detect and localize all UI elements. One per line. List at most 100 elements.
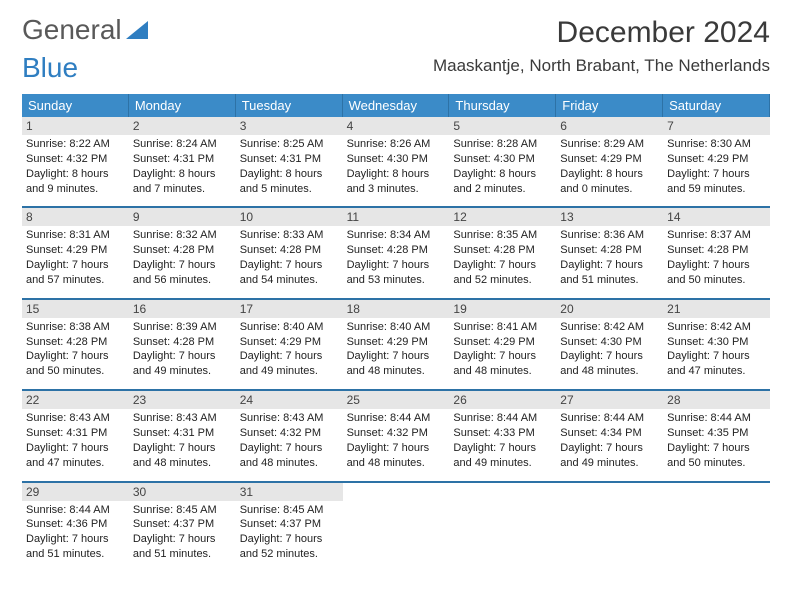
day-detail: Sunset: 4:30 PM (667, 335, 766, 350)
day-number: 20 (556, 300, 663, 318)
calendar-grid: SundayMondayTuesdayWednesdayThursdayFrid… (22, 94, 770, 564)
day-number: 12 (449, 208, 556, 226)
day-detail: and 50 minutes. (667, 273, 766, 288)
day-header: Saturday (663, 94, 770, 117)
day-detail: and 48 minutes. (133, 456, 232, 471)
day-detail: Sunrise: 8:45 AM (240, 503, 339, 518)
day-detail: Sunrise: 8:31 AM (26, 228, 125, 243)
day-number: 5 (449, 117, 556, 135)
day-detail: and 51 minutes. (133, 547, 232, 562)
day-detail: Daylight: 7 hours (667, 167, 766, 182)
day-detail: Sunset: 4:28 PM (240, 243, 339, 258)
day-number: 22 (22, 391, 129, 409)
day-detail: Daylight: 8 hours (453, 167, 552, 182)
day-detail: Sunrise: 8:41 AM (453, 320, 552, 335)
day-detail: Daylight: 7 hours (667, 258, 766, 273)
calendar-cell: 11Sunrise: 8:34 AMSunset: 4:28 PMDayligh… (343, 208, 450, 289)
calendar-cell: 18Sunrise: 8:40 AMSunset: 4:29 PMDayligh… (343, 300, 450, 381)
day-number: 21 (663, 300, 770, 318)
day-detail: Sunset: 4:32 PM (26, 152, 125, 167)
day-detail: Daylight: 8 hours (240, 167, 339, 182)
day-detail: Sunrise: 8:35 AM (453, 228, 552, 243)
day-number: 14 (663, 208, 770, 226)
day-detail: Daylight: 7 hours (26, 258, 125, 273)
day-detail: Daylight: 7 hours (667, 441, 766, 456)
calendar-cell: 16Sunrise: 8:39 AMSunset: 4:28 PMDayligh… (129, 300, 236, 381)
day-detail: Sunrise: 8:43 AM (133, 411, 232, 426)
day-number: 13 (556, 208, 663, 226)
day-detail: Sunset: 4:28 PM (133, 335, 232, 350)
day-detail: Sunrise: 8:37 AM (667, 228, 766, 243)
day-detail: and 52 minutes. (240, 547, 339, 562)
day-detail: and 48 minutes. (240, 456, 339, 471)
day-number: 6 (556, 117, 663, 135)
calendar-cell: 14Sunrise: 8:37 AMSunset: 4:28 PMDayligh… (663, 208, 770, 289)
day-detail: Daylight: 7 hours (453, 258, 552, 273)
day-detail: Sunrise: 8:32 AM (133, 228, 232, 243)
day-detail: and 51 minutes. (560, 273, 659, 288)
day-detail: and 51 minutes. (26, 547, 125, 562)
day-detail: Sunrise: 8:24 AM (133, 137, 232, 152)
day-number: 18 (343, 300, 450, 318)
day-detail: Sunrise: 8:33 AM (240, 228, 339, 243)
calendar-cell: 22 Sunrise: 8:43 AMSunset: 4:31 PMDayligh… (22, 391, 129, 472)
day-detail: Daylight: 7 hours (667, 349, 766, 364)
day-detail: Sunrise: 8:43 AM (26, 411, 125, 426)
day-detail: and 48 minutes. (453, 364, 552, 379)
day-detail: Sunrise: 8:36 AM (560, 228, 659, 243)
calendar-cell: 23 Sunrise: 8:43 AMSunset: 4:31 PMDayligh… (129, 391, 236, 472)
day-detail: Daylight: 7 hours (347, 441, 446, 456)
day-detail: Daylight: 7 hours (453, 441, 552, 456)
calendar-cell: 3Sunrise: 8:25 AMSunset: 4:31 PMDaylight… (236, 117, 343, 198)
day-detail: Daylight: 7 hours (26, 441, 125, 456)
day-detail: and 0 minutes. (560, 182, 659, 197)
day-detail: Daylight: 7 hours (347, 258, 446, 273)
day-detail: Daylight: 7 hours (560, 349, 659, 364)
logo-word1: General (22, 16, 122, 44)
day-detail: and 7 minutes. (133, 182, 232, 197)
calendar-cell (556, 483, 663, 564)
day-detail: Sunrise: 8:34 AM (347, 228, 446, 243)
day-detail: Sunset: 4:29 PM (453, 335, 552, 350)
day-detail: Daylight: 7 hours (133, 532, 232, 547)
calendar-cell: 4Sunrise: 8:26 AMSunset: 4:30 PMDaylight… (343, 117, 450, 198)
day-number: 29 (22, 483, 129, 501)
day-header: Monday (129, 94, 236, 117)
calendar-cell: 7Sunrise: 8:30 AMSunset: 4:29 PMDaylight… (663, 117, 770, 198)
calendar-cell: 5Sunrise: 8:28 AMSunset: 4:30 PMDaylight… (449, 117, 556, 198)
day-detail: Sunset: 4:37 PM (133, 517, 232, 532)
day-detail: Sunrise: 8:26 AM (347, 137, 446, 152)
day-number: 23 (129, 391, 236, 409)
day-detail: Sunset: 4:31 PM (240, 152, 339, 167)
day-detail: Sunset: 4:29 PM (347, 335, 446, 350)
day-detail: and 54 minutes. (240, 273, 339, 288)
day-detail: and 59 minutes. (667, 182, 766, 197)
day-detail: Sunrise: 8:44 AM (347, 411, 446, 426)
day-detail: Sunrise: 8:30 AM (667, 137, 766, 152)
day-detail: Sunrise: 8:44 AM (667, 411, 766, 426)
day-detail: and 53 minutes. (347, 273, 446, 288)
day-detail: and 57 minutes. (26, 273, 125, 288)
day-detail: Sunset: 4:31 PM (133, 426, 232, 441)
calendar-cell: 12Sunrise: 8:35 AMSunset: 4:28 PMDayligh… (449, 208, 556, 289)
day-detail: Daylight: 8 hours (560, 167, 659, 182)
day-detail: Sunset: 4:29 PM (26, 243, 125, 258)
calendar-cell: 28Sunrise: 8:44 AMSunset: 4:35 PMDayligh… (663, 391, 770, 472)
day-number: 25 (343, 391, 450, 409)
day-detail: Sunrise: 8:45 AM (133, 503, 232, 518)
day-detail: Sunset: 4:32 PM (240, 426, 339, 441)
day-detail: Daylight: 7 hours (453, 349, 552, 364)
day-header: Tuesday (236, 94, 343, 117)
day-detail: Sunset: 4:29 PM (667, 152, 766, 167)
day-detail: Sunrise: 8:44 AM (560, 411, 659, 426)
day-detail: Sunset: 4:36 PM (26, 517, 125, 532)
day-number: 2 (129, 117, 236, 135)
day-detail: Daylight: 7 hours (240, 441, 339, 456)
day-detail: Sunrise: 8:43 AM (240, 411, 339, 426)
calendar-cell (663, 483, 770, 564)
day-detail: Sunset: 4:28 PM (347, 243, 446, 258)
day-detail: Sunrise: 8:44 AM (453, 411, 552, 426)
day-detail: Sunset: 4:31 PM (26, 426, 125, 441)
title-block: December 2024 Maaskantje, North Brabant,… (433, 16, 770, 76)
day-detail: Daylight: 7 hours (133, 441, 232, 456)
